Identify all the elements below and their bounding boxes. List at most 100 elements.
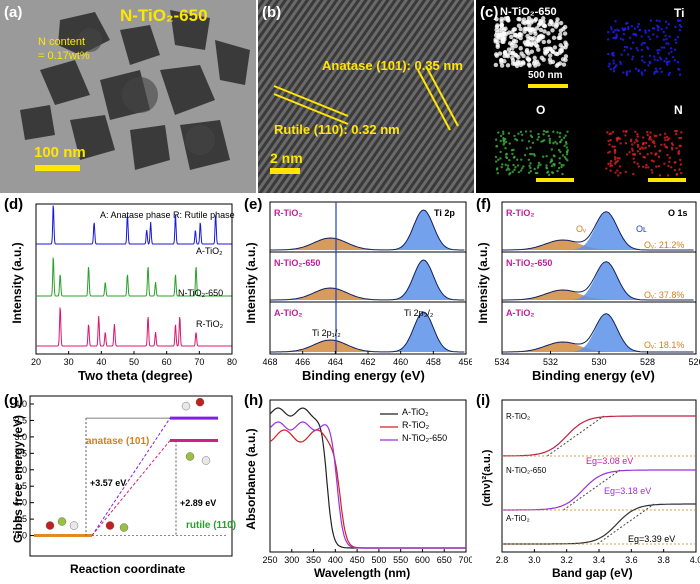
- tauc-label-a: A-TiO₂: [506, 514, 530, 523]
- eds-dot: [509, 42, 515, 48]
- eds-dot: [635, 34, 638, 37]
- eds-dot: [614, 171, 617, 174]
- eds-dot: [499, 150, 502, 154]
- eds-dot: [548, 139, 551, 143]
- eds-dot: [494, 160, 498, 163]
- eds-dot: [628, 36, 632, 39]
- eds-dot: [653, 55, 656, 58]
- eds-dot: [663, 132, 667, 135]
- eds-dot: [624, 170, 627, 174]
- eds-dot: [518, 46, 523, 51]
- o1s-peak-fill: [502, 290, 694, 300]
- eds-dot: [548, 141, 552, 144]
- eds-dot: [495, 42, 500, 48]
- eds-dot: [670, 50, 673, 54]
- panel-label-f: (f): [476, 196, 491, 213]
- eds-dot: [676, 35, 680, 39]
- eds-dot: [647, 35, 650, 38]
- eds-dot: [631, 143, 634, 146]
- eds-dot: [542, 155, 545, 158]
- eds-dot: [665, 61, 668, 64]
- eds-dot: [539, 163, 542, 166]
- eds-dot: [563, 54, 569, 59]
- eds-dot: [506, 164, 510, 167]
- eds-dot: [658, 56, 662, 59]
- eds-scale-label: 500 nm: [528, 70, 563, 81]
- eds-dot: [558, 20, 564, 26]
- eds-dot: [640, 43, 643, 46]
- eds-dot: [501, 163, 504, 166]
- uvvis-series-line: [269, 421, 466, 549]
- uvvis-ylabel: Absorbance (a.u.): [244, 428, 258, 530]
- eds-dot: [503, 26, 508, 31]
- panel-h-uvvis: (h) 250 300 350 400 450 500 550 600 650 700 A-TiO…: [240, 392, 472, 584]
- eds-dot: [609, 67, 612, 71]
- tauc-eg-n: Eɡ=3.18 eV: [604, 486, 652, 496]
- rutile-spacing: Rutile (110): 0.32 nm: [274, 122, 400, 137]
- xrd-tick-label: 50: [129, 357, 139, 367]
- eds-dot: [618, 157, 621, 160]
- gibbs-ytick-label: 2.5: [14, 448, 27, 458]
- eds-dot: [537, 164, 540, 167]
- eds-dot: [658, 149, 662, 152]
- tauc-eg-r: Eɡ=3.08 eV: [586, 456, 634, 466]
- eds-dot: [554, 20, 560, 25]
- eds-dot: [537, 21, 543, 26]
- eds-dot: [636, 49, 639, 52]
- eds-dot: [523, 154, 527, 157]
- eds-dot: [645, 163, 648, 167]
- eds-dot: [608, 132, 611, 136]
- eds-dot: [641, 55, 644, 58]
- eds-dot: [650, 168, 653, 172]
- panel-b-hrtem: (b) Anatase (101): 0.35 nm Rutile (110):…: [258, 0, 474, 193]
- o1s-label-a: A-TiO₂: [506, 308, 535, 318]
- ti2p-tick-label: 462: [360, 357, 375, 367]
- eds-dot: [517, 171, 521, 174]
- eds-dot: [546, 39, 552, 44]
- eds-dot: [531, 141, 535, 145]
- eds-dot: [656, 49, 659, 52]
- tauc-tick-label: 3.2: [560, 555, 573, 565]
- eds-dot: [542, 133, 545, 136]
- eds-dot: [615, 64, 618, 67]
- eds-dot: [565, 153, 569, 156]
- eds-dot: [637, 165, 640, 168]
- tauc-series-line: [502, 415, 696, 457]
- gibbs-ylabel: Gibbs free energy (eV): [11, 414, 25, 544]
- eds-dot: [656, 52, 660, 55]
- eds-dot: [525, 33, 530, 39]
- eds-dot: [640, 35, 643, 38]
- eds-dot: [527, 171, 531, 174]
- eds-dot: [610, 28, 613, 31]
- eds-dot: [609, 138, 612, 142]
- eds-dot: [640, 146, 643, 149]
- eds-dot: [505, 156, 509, 160]
- eds-title-o: O: [536, 103, 546, 117]
- ti2p-envelope: [270, 209, 465, 251]
- eds-dot: [668, 35, 671, 38]
- eds-dot: [537, 132, 540, 136]
- eds-dot: [613, 158, 617, 161]
- eds-dot: [532, 18, 538, 23]
- o1s-envelope: [502, 211, 694, 251]
- eds-dot: [614, 20, 617, 23]
- eds-dot: [659, 58, 663, 61]
- gibbs-atom: [181, 401, 191, 411]
- o1s-tick-label: 530: [591, 357, 606, 367]
- xrd-xlabel: Two theta (degree): [78, 368, 193, 383]
- eds-dot: [611, 53, 615, 57]
- eds-dot: [516, 164, 520, 167]
- eds-dot: [641, 142, 645, 145]
- eds-dot: [633, 33, 636, 36]
- o1s-peak-fill: [502, 212, 694, 250]
- xrd-label-n: N-TiO₂-650: [178, 288, 224, 298]
- eds-dot: [631, 55, 635, 58]
- eds-dot: [555, 51, 560, 57]
- eds-dot: [627, 27, 630, 31]
- eds-dot: [636, 143, 640, 147]
- eds-dot: [665, 146, 668, 149]
- eds-dot: [534, 171, 538, 175]
- ti2p-tick-label: 464: [328, 357, 343, 367]
- eds-dot: [525, 147, 529, 150]
- eds-dot: [563, 45, 568, 50]
